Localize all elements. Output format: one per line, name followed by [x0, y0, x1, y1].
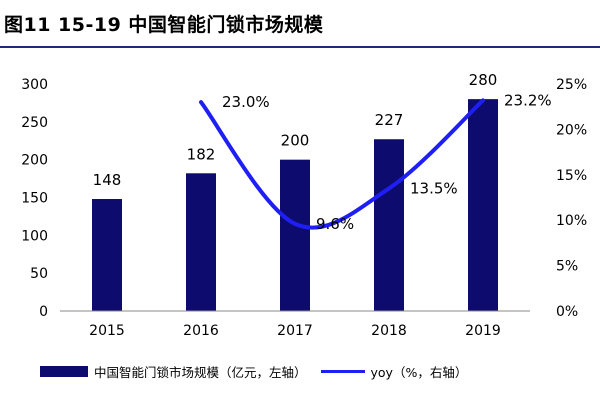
axes-layer: 2015 2016 2017 2018 2019 0 50 100 150 200 250 300 0%…	[21, 77, 587, 339]
legend-item-bar: 中国智能门锁市场规模（亿元，左轴）	[40, 362, 307, 381]
x-tick-label-2017: 2017	[277, 323, 313, 339]
bar-value-label-2018: 227	[375, 111, 404, 129]
y-left-tick-label-0: 0	[39, 304, 48, 320]
legend-item-line: yoy（%，右轴）	[320, 362, 468, 381]
yoy-value-label-2017: 9.6%	[316, 215, 354, 233]
y-left-tick-label-50: 50	[30, 266, 48, 282]
y-left-tick-label-300: 300	[21, 77, 48, 93]
chart-title-bar: 图11 15-19 中国智能门锁市场规模	[0, 0, 600, 52]
bars-layer	[92, 99, 498, 311]
yoy-value-label-2019: 23.2%	[504, 91, 552, 109]
legend-swatch-bar	[40, 365, 88, 377]
y-left-tick-label-250: 250	[21, 115, 48, 131]
chart-legend: 中国智能门锁市场规模（亿元，左轴） yoy（%，右轴）	[40, 361, 467, 381]
bar-value-label-2016: 182	[187, 145, 216, 163]
y-right-tick-label-0pct: 0%	[556, 304, 578, 320]
y-right-tick-label-20pct: 20%	[556, 122, 587, 138]
yoy-value-label-2016: 23.0%	[222, 93, 270, 111]
bar-2015	[92, 199, 122, 311]
y-right-tick-label-10pct: 10%	[556, 213, 587, 229]
legend-swatch-line	[320, 369, 365, 373]
x-tick-label-2016: 2016	[183, 323, 219, 339]
legend-label-bar: 中国智能门锁市场规模（亿元，左轴）	[94, 364, 307, 380]
bar-value-label-2019: 280	[469, 71, 498, 89]
y-left-tick-label-200: 200	[21, 153, 48, 169]
bar-value-label-2015: 148	[93, 171, 122, 189]
y-right-tick-label-15pct: 15%	[556, 168, 587, 184]
bar-2017	[280, 159, 310, 311]
bar-2016	[186, 173, 216, 311]
y-right-tick-label-25pct: 25%	[556, 77, 587, 93]
yoy-line	[199, 98, 485, 230]
legend-label-line: yoy（%，右轴）	[370, 364, 468, 380]
chart-title: 图11 15-19 中国智能门锁市场规模	[4, 14, 324, 36]
bar-value-label-2017: 200	[281, 132, 310, 150]
bar-2019	[468, 99, 498, 311]
yoy-value-label-2018: 13.5%	[410, 179, 458, 197]
y-left-tick-label-150: 150	[21, 191, 48, 207]
x-tick-label-2018: 2018	[371, 323, 407, 339]
title-divider	[0, 46, 600, 48]
labels-layer: 148 182 200 227 280 23.0% 9.6% 13.5% 23.2%	[93, 71, 552, 233]
y-right-tick-label-5pct: 5%	[556, 259, 578, 275]
x-tick-label-2015: 2015	[89, 323, 125, 339]
x-tick-label-2019: 2019	[465, 323, 501, 339]
y-left-tick-label-100: 100	[21, 228, 48, 244]
bar-2018	[374, 139, 404, 311]
